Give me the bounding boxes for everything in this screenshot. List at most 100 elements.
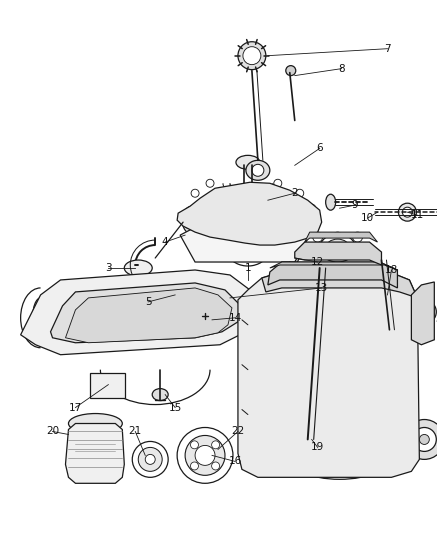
Ellipse shape [313, 232, 323, 242]
Ellipse shape [240, 195, 256, 211]
Ellipse shape [152, 389, 168, 401]
Text: 19: 19 [311, 442, 324, 453]
Polygon shape [90, 373, 125, 398]
Ellipse shape [145, 455, 155, 464]
Ellipse shape [185, 435, 225, 475]
Ellipse shape [254, 346, 282, 374]
Ellipse shape [263, 205, 277, 219]
Polygon shape [268, 262, 397, 288]
Text: 9: 9 [351, 200, 358, 210]
Ellipse shape [418, 306, 430, 318]
Ellipse shape [252, 164, 264, 176]
Polygon shape [50, 283, 240, 343]
Ellipse shape [274, 179, 282, 187]
Ellipse shape [214, 286, 222, 294]
Polygon shape [66, 288, 232, 343]
Text: 4: 4 [162, 237, 169, 247]
Polygon shape [270, 262, 397, 270]
Ellipse shape [238, 42, 266, 70]
Ellipse shape [162, 291, 170, 299]
Polygon shape [295, 242, 381, 265]
Ellipse shape [419, 434, 429, 445]
Ellipse shape [326, 239, 350, 257]
Ellipse shape [291, 264, 299, 276]
Ellipse shape [136, 293, 144, 301]
Text: 12: 12 [311, 257, 324, 267]
Ellipse shape [353, 232, 363, 242]
Ellipse shape [399, 203, 417, 221]
Ellipse shape [326, 194, 336, 210]
Ellipse shape [413, 300, 436, 324]
Ellipse shape [303, 435, 319, 447]
Ellipse shape [286, 66, 296, 76]
Ellipse shape [124, 260, 152, 276]
Text: 6: 6 [316, 143, 323, 154]
Text: 2: 2 [291, 188, 298, 198]
Ellipse shape [32, 298, 49, 338]
Ellipse shape [230, 185, 266, 221]
Text: 10: 10 [361, 213, 374, 223]
Polygon shape [305, 232, 378, 242]
Ellipse shape [59, 301, 67, 309]
Ellipse shape [110, 296, 118, 304]
Ellipse shape [404, 419, 438, 459]
Text: 14: 14 [228, 313, 242, 323]
Ellipse shape [68, 414, 122, 433]
Ellipse shape [251, 405, 261, 415]
Ellipse shape [191, 462, 198, 470]
Ellipse shape [212, 462, 219, 470]
Ellipse shape [225, 205, 245, 225]
Ellipse shape [254, 196, 286, 228]
Ellipse shape [403, 207, 413, 217]
Polygon shape [21, 270, 255, 355]
Ellipse shape [236, 155, 260, 169]
Text: 11: 11 [411, 210, 424, 220]
Ellipse shape [177, 427, 233, 483]
Ellipse shape [182, 206, 202, 234]
Ellipse shape [413, 427, 436, 451]
Text: 13: 13 [315, 283, 328, 293]
Ellipse shape [385, 325, 396, 339]
Ellipse shape [188, 288, 196, 296]
Ellipse shape [251, 297, 261, 307]
Ellipse shape [242, 242, 254, 254]
Ellipse shape [85, 298, 92, 306]
Ellipse shape [195, 446, 215, 465]
Ellipse shape [132, 441, 168, 478]
Ellipse shape [296, 189, 304, 197]
Polygon shape [208, 186, 290, 218]
Polygon shape [238, 272, 419, 478]
Text: 17: 17 [69, 402, 82, 413]
Polygon shape [177, 182, 321, 245]
Text: 3: 3 [105, 263, 112, 273]
Text: 16: 16 [228, 456, 242, 466]
Ellipse shape [246, 160, 270, 180]
Polygon shape [411, 282, 434, 345]
Ellipse shape [246, 338, 290, 382]
Ellipse shape [183, 215, 203, 229]
Ellipse shape [215, 195, 255, 235]
Ellipse shape [198, 313, 212, 327]
Text: 20: 20 [46, 426, 59, 437]
Ellipse shape [308, 204, 316, 212]
Text: 7: 7 [384, 44, 391, 54]
Ellipse shape [385, 297, 395, 307]
Ellipse shape [110, 379, 120, 390]
Ellipse shape [95, 379, 106, 390]
Text: 21: 21 [129, 426, 142, 437]
Ellipse shape [302, 206, 318, 230]
Ellipse shape [191, 441, 198, 449]
Ellipse shape [212, 441, 219, 449]
Polygon shape [180, 222, 310, 262]
Text: 18: 18 [385, 265, 398, 275]
Text: 1: 1 [244, 263, 251, 273]
Ellipse shape [206, 179, 214, 187]
Ellipse shape [385, 405, 395, 415]
Polygon shape [66, 424, 124, 483]
Text: 22: 22 [231, 426, 244, 437]
Ellipse shape [191, 189, 199, 197]
Text: 8: 8 [338, 63, 345, 74]
Ellipse shape [243, 47, 261, 64]
Ellipse shape [320, 234, 356, 262]
Ellipse shape [287, 252, 299, 264]
